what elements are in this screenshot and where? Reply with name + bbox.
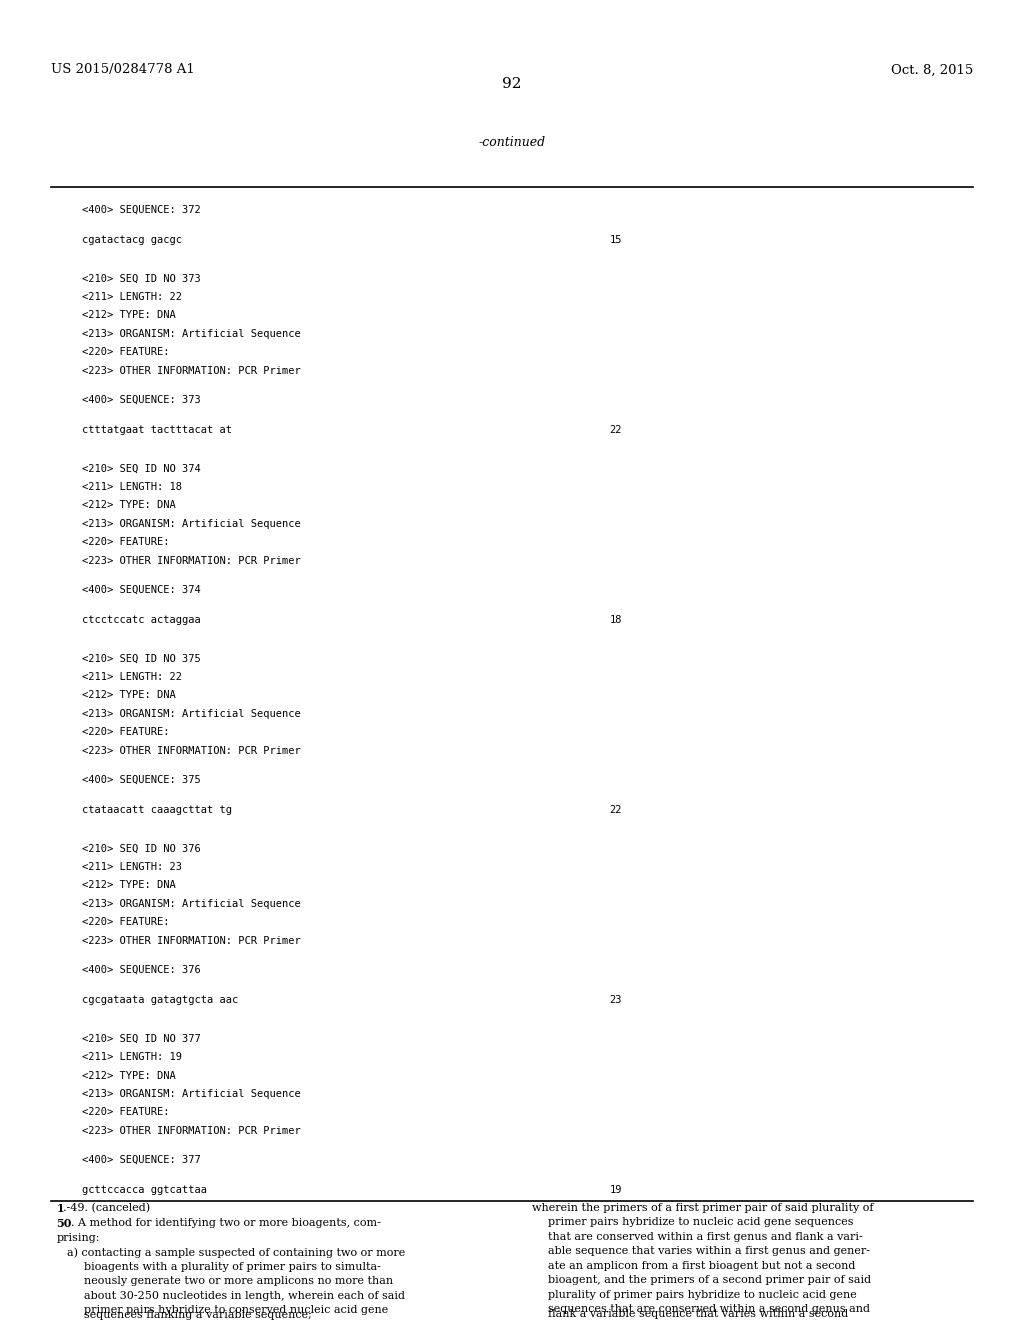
Text: <210> SEQ ID NO 375: <210> SEQ ID NO 375 bbox=[82, 653, 201, 664]
Text: <223> OTHER INFORMATION: PCR Primer: <223> OTHER INFORMATION: PCR Primer bbox=[82, 746, 301, 756]
Text: <212> TYPE: DNA: <212> TYPE: DNA bbox=[82, 1071, 176, 1081]
Text: -continued: -continued bbox=[478, 136, 546, 149]
Text: <210> SEQ ID NO 373: <210> SEQ ID NO 373 bbox=[82, 273, 201, 284]
Text: cgatactacg gacgc: cgatactacg gacgc bbox=[82, 235, 182, 246]
Text: wherein the primers of a first primer pair of said plurality of: wherein the primers of a first primer pa… bbox=[532, 1203, 873, 1213]
Text: Oct. 8, 2015: Oct. 8, 2015 bbox=[891, 63, 973, 77]
Text: sequences that are conserved within a second genus and: sequences that are conserved within a se… bbox=[548, 1304, 869, 1315]
Text: primer pairs hybridize to conserved nucleic acid gene: primer pairs hybridize to conserved nucl… bbox=[84, 1305, 388, 1316]
Text: <400> SEQUENCE: 373: <400> SEQUENCE: 373 bbox=[82, 395, 201, 405]
Text: <223> OTHER INFORMATION: PCR Primer: <223> OTHER INFORMATION: PCR Primer bbox=[82, 366, 301, 376]
Text: <220> FEATURE:: <220> FEATURE: bbox=[82, 537, 169, 548]
Text: <211> LENGTH: 18: <211> LENGTH: 18 bbox=[82, 482, 182, 492]
Text: .-49. (canceled): .-49. (canceled) bbox=[63, 1203, 151, 1213]
Text: about 30-250 nucleotides in length, wherein each of said: about 30-250 nucleotides in length, wher… bbox=[84, 1291, 404, 1302]
Text: 23: 23 bbox=[609, 995, 622, 1006]
Text: <212> TYPE: DNA: <212> TYPE: DNA bbox=[82, 690, 176, 701]
Text: 18: 18 bbox=[609, 615, 622, 626]
Text: 22: 22 bbox=[609, 805, 622, 816]
Text: <400> SEQUENCE: 372: <400> SEQUENCE: 372 bbox=[82, 205, 201, 215]
Text: <212> TYPE: DNA: <212> TYPE: DNA bbox=[82, 880, 176, 891]
Text: <213> ORGANISM: Artificial Sequence: <213> ORGANISM: Artificial Sequence bbox=[82, 899, 301, 909]
Text: <220> FEATURE:: <220> FEATURE: bbox=[82, 727, 169, 738]
Text: <210> SEQ ID NO 377: <210> SEQ ID NO 377 bbox=[82, 1034, 201, 1044]
Text: <400> SEQUENCE: 375: <400> SEQUENCE: 375 bbox=[82, 775, 201, 785]
Text: ate an amplicon from a first bioagent but not a second: ate an amplicon from a first bioagent bu… bbox=[548, 1261, 855, 1271]
Text: prising:: prising: bbox=[56, 1233, 99, 1243]
Text: plurality of primer pairs hybridize to nucleic acid gene: plurality of primer pairs hybridize to n… bbox=[548, 1290, 857, 1300]
Text: <400> SEQUENCE: 377: <400> SEQUENCE: 377 bbox=[82, 1155, 201, 1166]
Text: . A method for identifying two or more bioagents, com-: . A method for identifying two or more b… bbox=[71, 1218, 381, 1229]
Text: <220> FEATURE:: <220> FEATURE: bbox=[82, 1107, 169, 1118]
Text: <213> ORGANISM: Artificial Sequence: <213> ORGANISM: Artificial Sequence bbox=[82, 709, 301, 719]
Text: flank a variable sequence that varies within a second: flank a variable sequence that varies wi… bbox=[548, 1308, 848, 1319]
Text: <212> TYPE: DNA: <212> TYPE: DNA bbox=[82, 500, 176, 511]
Text: bioagents with a plurality of primer pairs to simulta-: bioagents with a plurality of primer pai… bbox=[84, 1262, 381, 1272]
Text: <223> OTHER INFORMATION: PCR Primer: <223> OTHER INFORMATION: PCR Primer bbox=[82, 1126, 301, 1137]
Text: ctttatgaat tactttacat at: ctttatgaat tactttacat at bbox=[82, 425, 231, 436]
Text: <211> LENGTH: 19: <211> LENGTH: 19 bbox=[82, 1052, 182, 1063]
Text: sequences flanking a variable sequence;: sequences flanking a variable sequence; bbox=[84, 1309, 312, 1320]
Text: that are conserved within a first genus and flank a vari-: that are conserved within a first genus … bbox=[548, 1232, 862, 1242]
Text: 19: 19 bbox=[609, 1185, 622, 1196]
Text: US 2015/0284778 A1: US 2015/0284778 A1 bbox=[51, 63, 195, 77]
Text: <211> LENGTH: 23: <211> LENGTH: 23 bbox=[82, 862, 182, 873]
Text: able sequence that varies within a first genus and gener-: able sequence that varies within a first… bbox=[548, 1246, 869, 1257]
Text: <223> OTHER INFORMATION: PCR Primer: <223> OTHER INFORMATION: PCR Primer bbox=[82, 556, 301, 566]
Text: ctcctccatc actaggaa: ctcctccatc actaggaa bbox=[82, 615, 201, 626]
Text: <212> TYPE: DNA: <212> TYPE: DNA bbox=[82, 310, 176, 321]
Text: cgcgataata gatagtgcta aac: cgcgataata gatagtgcta aac bbox=[82, 995, 239, 1006]
Text: neously generate two or more amplicons no more than: neously generate two or more amplicons n… bbox=[84, 1276, 393, 1287]
Text: 1: 1 bbox=[56, 1203, 63, 1213]
Text: primer pairs hybridize to nucleic acid gene sequences: primer pairs hybridize to nucleic acid g… bbox=[548, 1217, 853, 1228]
Text: 22: 22 bbox=[609, 425, 622, 436]
Text: ctataacatt caaagcttat tg: ctataacatt caaagcttat tg bbox=[82, 805, 231, 816]
Text: 50: 50 bbox=[56, 1218, 72, 1229]
Text: <220> FEATURE:: <220> FEATURE: bbox=[82, 917, 169, 928]
Text: <400> SEQUENCE: 376: <400> SEQUENCE: 376 bbox=[82, 965, 201, 975]
Text: bioagent, and the primers of a second primer pair of said: bioagent, and the primers of a second pr… bbox=[548, 1275, 871, 1286]
Text: 92: 92 bbox=[502, 77, 522, 91]
Text: <213> ORGANISM: Artificial Sequence: <213> ORGANISM: Artificial Sequence bbox=[82, 519, 301, 529]
Text: <213> ORGANISM: Artificial Sequence: <213> ORGANISM: Artificial Sequence bbox=[82, 329, 301, 339]
Text: gcttccacca ggtcattaa: gcttccacca ggtcattaa bbox=[82, 1185, 207, 1196]
Text: <211> LENGTH: 22: <211> LENGTH: 22 bbox=[82, 672, 182, 682]
Text: a) contacting a sample suspected of containing two or more: a) contacting a sample suspected of cont… bbox=[67, 1247, 404, 1258]
Text: <210> SEQ ID NO 374: <210> SEQ ID NO 374 bbox=[82, 463, 201, 474]
Text: <211> LENGTH: 22: <211> LENGTH: 22 bbox=[82, 292, 182, 302]
Text: <220> FEATURE:: <220> FEATURE: bbox=[82, 347, 169, 358]
Text: <400> SEQUENCE: 374: <400> SEQUENCE: 374 bbox=[82, 585, 201, 595]
Text: <213> ORGANISM: Artificial Sequence: <213> ORGANISM: Artificial Sequence bbox=[82, 1089, 301, 1100]
Text: <210> SEQ ID NO 376: <210> SEQ ID NO 376 bbox=[82, 843, 201, 854]
Text: <223> OTHER INFORMATION: PCR Primer: <223> OTHER INFORMATION: PCR Primer bbox=[82, 936, 301, 946]
Text: 15: 15 bbox=[609, 235, 622, 246]
